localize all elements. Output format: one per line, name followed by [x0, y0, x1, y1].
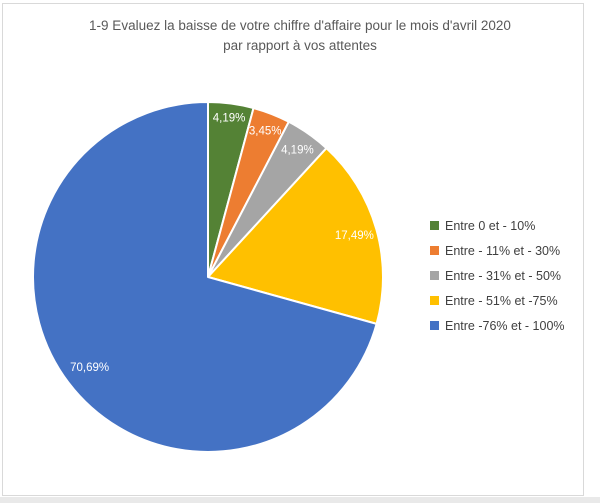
pie-slice-label-4: 70,69%	[70, 362, 109, 374]
legend-label: Entre -76% et - 100%	[445, 318, 565, 333]
chart-title-line-1: 1-9 Evaluez la baisse de votre chiffre d…	[89, 18, 511, 33]
legend-swatch-icon	[430, 271, 439, 280]
pie-slice-label-3: 17,49%	[335, 230, 374, 242]
legend-label: Entre - 11% et - 30%	[445, 243, 561, 258]
legend-item-2: Entre - 31% et - 50%	[430, 263, 565, 288]
legend-item-3: Entre - 51% et -75%	[430, 288, 565, 313]
pie-slice-label-1: 3,45%	[249, 125, 282, 137]
legend-swatch-icon	[430, 221, 439, 230]
legend-swatch-icon	[430, 246, 439, 255]
pie-slice-label-2: 4,19%	[281, 145, 314, 157]
bottom-edge-strip	[0, 497, 600, 503]
pie-slice-label-0: 4,19%	[213, 112, 246, 124]
legend-label: Entre - 31% et - 50%	[445, 268, 562, 283]
legend-swatch-icon	[430, 321, 439, 330]
legend-label: Entre 0 et - 10%	[445, 218, 536, 233]
legend: Entre 0 et - 10% Entre - 11% et - 30% Entr…	[430, 213, 565, 338]
chart-title-line-2: par rapport à vos attentes	[223, 38, 377, 54]
legend-swatch-icon	[430, 296, 439, 305]
legend-item-0: Entre 0 et - 10%	[430, 213, 565, 238]
pie-slice-4	[32, 101, 378, 453]
chart-title: 1-9 Evaluez la baisse de votre chiffre d…	[0, 16, 600, 57]
pie-slice-3	[207, 147, 384, 325]
legend-label: Entre - 51% et -75%	[445, 293, 558, 308]
legend-item-4: Entre -76% et - 100%	[430, 313, 565, 338]
legend-item-1: Entre - 11% et - 30%	[430, 238, 565, 263]
